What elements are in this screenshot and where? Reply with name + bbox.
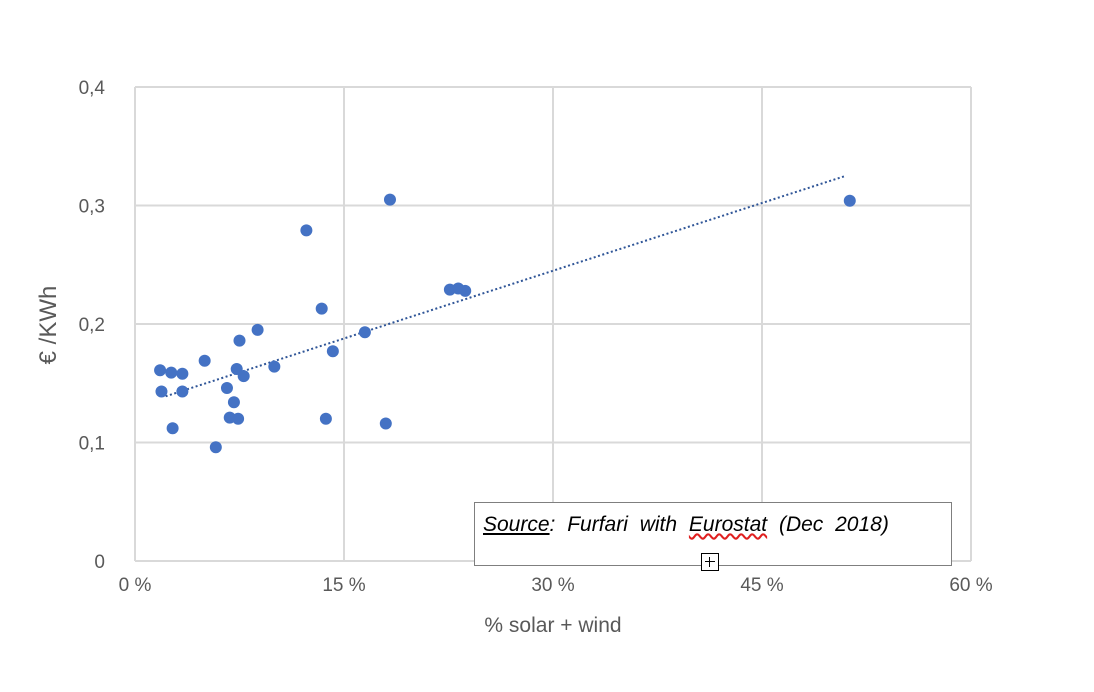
data-point: [176, 385, 189, 398]
x-axis-title: % solar + wind: [484, 614, 621, 637]
data-point: [233, 334, 246, 347]
source-label: Source: [483, 513, 550, 536]
data-point: [166, 422, 179, 435]
grid-lines: [134, 86, 972, 562]
data-point: [315, 302, 328, 315]
y-tick-label: 0: [94, 552, 105, 573]
data-point: [232, 412, 245, 425]
source-eurostat: Eurostat: [688, 513, 768, 536]
data-point: [268, 360, 281, 373]
data-point: [154, 364, 167, 377]
y-axis-title: € /KWh: [35, 286, 62, 365]
data-point: [198, 354, 211, 367]
x-axis-ticks: 0 % 15 % 30 % 45 % 60 %: [119, 575, 993, 596]
y-axis-ticks: 0 0,1 0,2 0,3 0,4: [79, 78, 106, 573]
x-tick-label: 60 %: [949, 575, 992, 596]
x-tick-label: 30 %: [531, 575, 574, 596]
source-text: Source: Furfari with Eurostat (Dec 2018): [483, 513, 889, 537]
x-tick-label: 15 %: [322, 575, 365, 596]
data-point: [251, 323, 264, 336]
x-tick-label: 0 %: [119, 575, 152, 596]
data-point: [227, 396, 240, 409]
trendline: [165, 174, 846, 398]
data-point: [319, 412, 332, 425]
data-point: [326, 345, 339, 358]
data-point: [176, 367, 189, 380]
source-date: (Dec 2018): [767, 513, 889, 536]
move-plus-icon[interactable]: [701, 553, 719, 571]
data-points: [154, 193, 856, 454]
source-author: : Furfari with: [549, 513, 689, 536]
y-tick-label: 0,1: [79, 434, 105, 455]
y-tick-label: 0,4: [79, 78, 106, 99]
data-point: [237, 370, 250, 383]
data-point: [843, 194, 856, 207]
data-point: [300, 224, 313, 237]
data-point: [358, 326, 371, 339]
y-tick-label: 0,3: [79, 197, 105, 218]
data-point: [379, 417, 392, 430]
x-tick-label: 45 %: [740, 575, 783, 596]
y-tick-label: 0,2: [79, 315, 105, 336]
data-point: [165, 366, 178, 379]
data-point: [155, 385, 168, 398]
data-point: [383, 193, 396, 206]
data-point: [220, 381, 233, 394]
source-annotation-box[interactable]: Source: Furfari with Eurostat (Dec 2018): [474, 502, 952, 566]
data-point: [209, 441, 222, 454]
data-point: [459, 284, 472, 297]
